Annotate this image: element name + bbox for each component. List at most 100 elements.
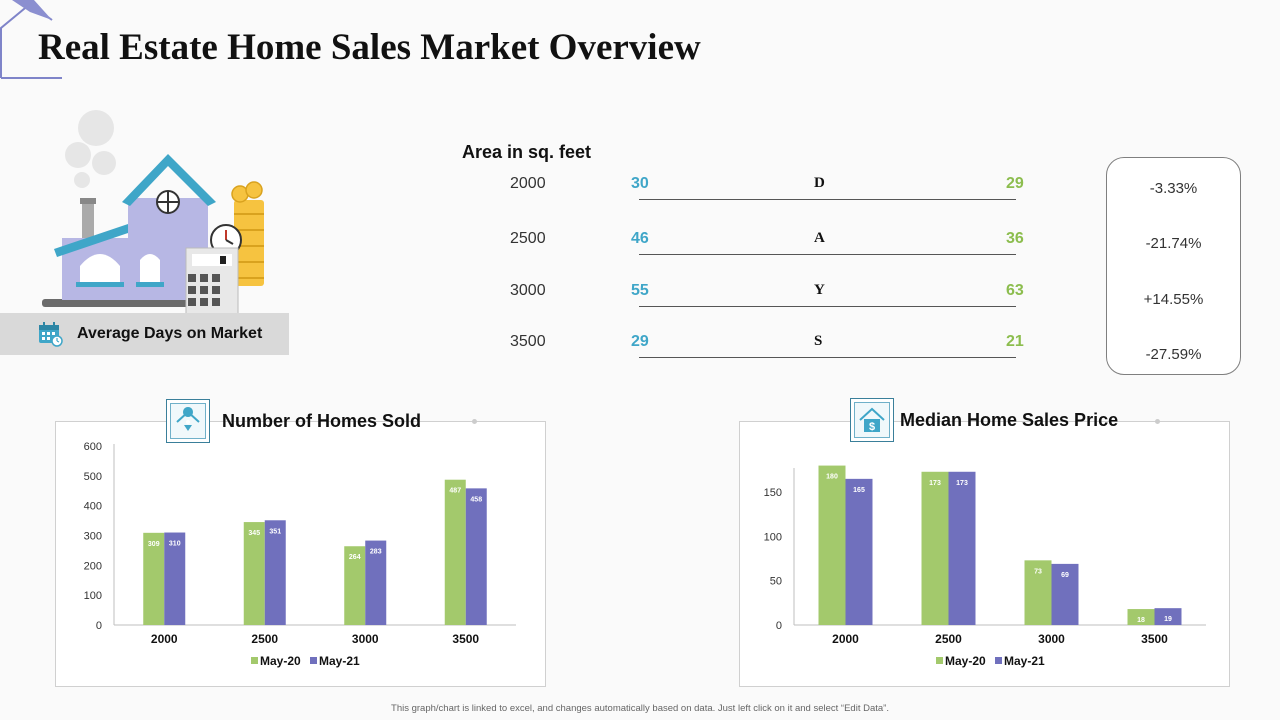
bar bbox=[845, 478, 873, 625]
row-divider bbox=[639, 254, 1016, 255]
area-size: 2000 bbox=[510, 175, 546, 192]
bar bbox=[1024, 560, 1052, 625]
legend-swatch bbox=[936, 657, 943, 664]
x-tick-label: 3500 bbox=[452, 632, 479, 646]
percent-change: -27.59% bbox=[1145, 346, 1202, 363]
y-tick-label: 0 bbox=[96, 620, 102, 632]
data-label: 19 bbox=[1164, 616, 1172, 623]
data-label: 173 bbox=[956, 480, 968, 487]
bar bbox=[143, 532, 165, 625]
legend-label: May-21 bbox=[319, 654, 360, 668]
may21-days-value: 29 bbox=[1006, 175, 1024, 192]
may20-days-value: 29 bbox=[631, 333, 649, 350]
may21-days-value: 21 bbox=[1006, 333, 1024, 350]
x-tick-label: 2000 bbox=[832, 632, 859, 646]
row-divider bbox=[639, 357, 1016, 358]
days-on-market-label: Average Days on Market bbox=[77, 325, 263, 342]
median-price-chart: 0 50 100 150 180 165 2000 173 173 2500 73 69 3000 18 1… bbox=[739, 421, 1230, 687]
legend-swatch bbox=[251, 657, 258, 664]
house-illustration bbox=[42, 110, 264, 314]
days-on-market-banner: Average Days on Market bbox=[0, 313, 289, 355]
data-label: 69 bbox=[1061, 572, 1069, 579]
percent-change: -3.33% bbox=[1149, 180, 1198, 197]
may21-days-value: 63 bbox=[1006, 282, 1024, 299]
may20-days-value: 46 bbox=[631, 230, 649, 247]
row-divider bbox=[639, 306, 1016, 307]
bar bbox=[818, 465, 846, 625]
page-title: Real Estate Home Sales Market Overview bbox=[38, 27, 701, 68]
data-label: 165 bbox=[853, 487, 865, 494]
data-label: 173 bbox=[929, 480, 941, 487]
x-tick-label: 3500 bbox=[1141, 632, 1168, 646]
legend-label: May-20 bbox=[260, 654, 301, 668]
bar bbox=[164, 532, 186, 625]
area-row: 2500 46 A 36 bbox=[500, 230, 1030, 260]
data-label: 351 bbox=[269, 528, 281, 535]
days-letter: A bbox=[814, 230, 825, 246]
percent-change: +14.55% bbox=[1143, 291, 1204, 308]
legend-swatch bbox=[310, 657, 317, 664]
y-tick-label: 300 bbox=[84, 531, 102, 543]
bar bbox=[444, 479, 466, 625]
decor-dot bbox=[472, 419, 477, 424]
bar bbox=[365, 540, 387, 625]
area-size: 3500 bbox=[510, 333, 546, 350]
location-pin-icon bbox=[166, 399, 210, 443]
bar bbox=[921, 471, 949, 625]
homes-sold-chart-svg: 0 100 200 300 400 500 600 309 310 2000 345 351 2500 2… bbox=[84, 441, 516, 668]
y-tick-label: 150 bbox=[764, 487, 782, 499]
may21-days-value: 36 bbox=[1006, 230, 1024, 247]
y-tick-label: 600 bbox=[84, 441, 102, 453]
data-label: 309 bbox=[148, 541, 160, 548]
data-label: 283 bbox=[370, 549, 382, 556]
percent-change: -21.74% bbox=[1145, 235, 1202, 252]
data-label: 345 bbox=[248, 530, 260, 537]
corner-house-logo bbox=[0, 0, 62, 79]
data-label: 487 bbox=[449, 488, 461, 495]
data-label: 180 bbox=[826, 474, 838, 481]
data-label: 18 bbox=[1137, 617, 1145, 624]
svg-text:$: $ bbox=[869, 421, 875, 433]
bar bbox=[465, 488, 487, 625]
y-tick-label: 50 bbox=[770, 576, 782, 588]
median-price-title: Median Home Sales Price bbox=[900, 410, 1119, 430]
x-tick-label: 3000 bbox=[1038, 632, 1065, 646]
house-dollar-icon: $ bbox=[850, 398, 894, 442]
x-tick-label: 2500 bbox=[251, 632, 278, 646]
bar bbox=[1154, 608, 1182, 625]
x-tick-label: 3000 bbox=[352, 632, 379, 646]
bar bbox=[1051, 563, 1079, 625]
area-size: 3000 bbox=[510, 282, 546, 299]
data-label: 73 bbox=[1034, 568, 1042, 575]
y-tick-label: 200 bbox=[84, 560, 102, 572]
days-letter: D bbox=[814, 175, 825, 191]
bar bbox=[243, 522, 265, 625]
legend-swatch bbox=[995, 657, 1002, 664]
bar bbox=[1127, 609, 1155, 625]
y-tick-label: 400 bbox=[84, 501, 102, 513]
area-row: 3000 55 Y 63 bbox=[500, 282, 1030, 312]
x-tick-label: 2000 bbox=[151, 632, 178, 646]
y-tick-label: 500 bbox=[84, 471, 102, 483]
area-row: 3500 29 S 21 bbox=[500, 333, 1030, 363]
homes-sold-chart: 0 100 200 300 400 500 600 309 310 2000 345 351 2500 2… bbox=[55, 421, 546, 687]
may20-days-value: 30 bbox=[631, 175, 649, 192]
y-tick-label: 0 bbox=[776, 620, 782, 632]
bar bbox=[948, 471, 976, 625]
row-divider bbox=[639, 199, 1016, 200]
days-letter: S bbox=[814, 333, 823, 349]
area-heading: Area in sq. feet bbox=[462, 142, 592, 162]
days-letter: Y bbox=[814, 282, 825, 298]
bar bbox=[264, 520, 286, 625]
median-price-chart-svg: 0 50 100 150 180 165 2000 173 173 2500 73 69 3000 18 1… bbox=[764, 465, 1206, 668]
legend-label: May-21 bbox=[1004, 654, 1045, 668]
y-tick-label: 100 bbox=[764, 531, 782, 543]
area-row: 2000 30 D 29 bbox=[500, 175, 1030, 205]
legend-label: May-20 bbox=[945, 654, 986, 668]
decor-dot bbox=[1155, 419, 1160, 424]
data-label: 458 bbox=[470, 496, 482, 503]
may20-days-value: 55 bbox=[631, 282, 649, 299]
homes-sold-title: Number of Homes Sold bbox=[222, 411, 422, 431]
data-label: 264 bbox=[349, 554, 361, 561]
bar bbox=[344, 546, 366, 625]
